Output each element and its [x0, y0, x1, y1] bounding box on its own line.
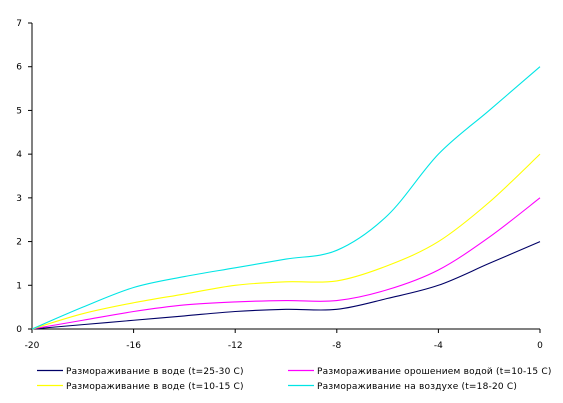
y-tick-label: 6 [16, 63, 22, 73]
series-line-3 [31, 153, 541, 330]
y-tick-label: 4 [16, 150, 22, 160]
legend-label-2: Размораживание орошением водой (t=10-15 … [317, 367, 552, 377]
series-line-1 [31, 241, 541, 330]
y-tick-label: 1 [16, 281, 22, 291]
legend: Размораживание в воде (t=25-30 С) Размора… [37, 367, 552, 392]
x-tick-label: -12 [228, 341, 243, 351]
y-tick-label: 7 [16, 19, 22, 29]
legend-label-3: Размораживание в воде (t=10-15 С) [66, 382, 244, 392]
y-tick-label: 2 [16, 238, 22, 248]
x-tick-label: -20 [25, 341, 40, 351]
y-tick-label: 0 [16, 325, 22, 335]
x-tick-label: -4 [434, 341, 443, 351]
x-tick-label: -16 [126, 341, 141, 351]
series-line-4 [31, 66, 541, 330]
legend-label-1: Размораживание в воде (t=25-30 С) [66, 367, 244, 377]
y-tick-label: 3 [16, 194, 22, 204]
legend-label-4: Размораживание на воздухе (t=18-20 С) [317, 382, 517, 392]
x-tick-label: 0 [537, 341, 543, 351]
series-lines [31, 66, 541, 330]
axes: 0 1 2 3 4 5 6 7 -20 -16 -12 -8 -4 0 [16, 19, 543, 351]
x-tick-label: -8 [332, 341, 341, 351]
series-line-2 [31, 197, 541, 330]
y-tick-label: 5 [16, 106, 22, 116]
